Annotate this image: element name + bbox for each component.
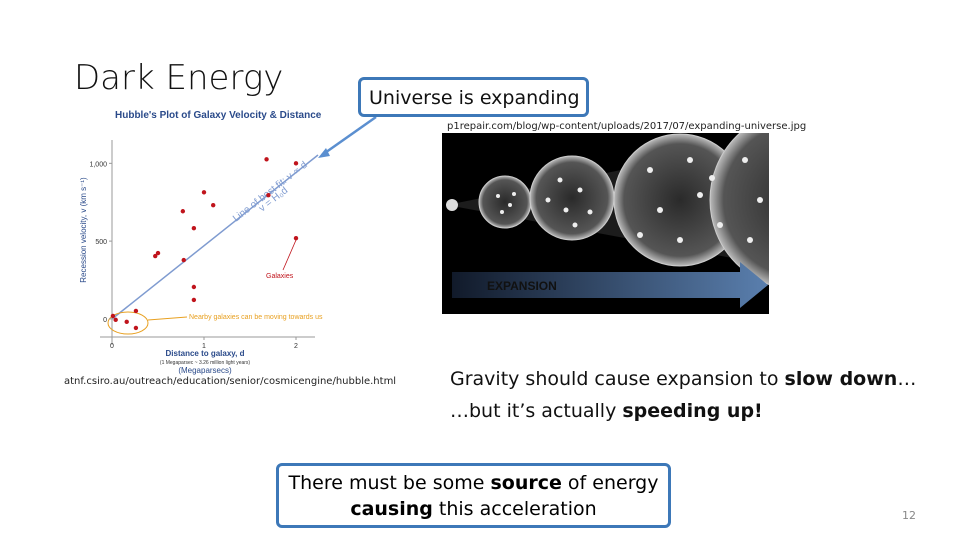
x-note: (1 Megaparsec ~ 3.26 million light years… <box>160 360 251 366</box>
fit-line <box>111 154 319 320</box>
image-url: p1repair.com/blog/wp-content/uploads/201… <box>447 121 807 132</box>
galaxy-point <box>211 202 216 208</box>
text: …but it’s actually <box>450 400 623 422</box>
conclusion-box: There must be some source of energy caus… <box>276 463 671 528</box>
text: of energy <box>561 472 659 494</box>
emphasis: speeding up! <box>622 400 763 422</box>
text: … <box>897 368 917 390</box>
galaxy-point <box>133 308 139 314</box>
annotation-line <box>282 239 297 271</box>
galaxy-point <box>191 297 197 303</box>
plot-title: Hubble's Plot of Galaxy Velocity & Dista… <box>115 110 322 121</box>
y-tick-label: 0 <box>103 317 107 324</box>
galaxy-point <box>264 157 269 162</box>
galaxy-point <box>293 235 299 241</box>
x-axis-label: Distance to galaxy, d <box>166 349 245 358</box>
galaxy-point <box>113 317 118 323</box>
bullet: Gravity should cause expansion to slow d… <box>450 368 916 390</box>
expansion-arrow <box>452 262 768 308</box>
galaxy-point <box>155 250 161 256</box>
emphasis: source <box>490 472 562 494</box>
galaxies-label: Galaxies <box>266 273 294 280</box>
x-tick-label: 0 <box>110 343 114 350</box>
galaxy-point <box>110 313 116 319</box>
hubble-plot: Hubble's Plot of Galaxy Velocity & Dista… <box>79 110 323 375</box>
y-axis-label: Recession velocity, v (km s⁻¹) <box>79 177 88 283</box>
x-axis-unit: (Megaparsecs) <box>178 366 232 375</box>
galaxy-point <box>180 209 186 214</box>
x-tick-label: 1 <box>202 343 206 350</box>
text: this acceleration <box>432 498 597 520</box>
callout-box: Universe is expanding <box>358 77 589 117</box>
galaxy-dots <box>496 157 763 243</box>
annotation-line <box>147 316 188 321</box>
text: Gravity should cause expansion to <box>450 368 785 390</box>
galaxy-point <box>124 319 129 325</box>
galaxy-point <box>133 325 139 331</box>
sphere <box>446 199 458 211</box>
sphere <box>709 133 769 285</box>
text: There must be some <box>288 472 491 494</box>
x-tick-label: 2 <box>294 343 298 350</box>
plot-url: atnf.csiro.au/outreach/education/senior/… <box>64 376 397 387</box>
galaxy-point <box>191 284 197 290</box>
slide-title: Dark Energy <box>74 58 284 98</box>
sphere <box>478 175 532 229</box>
galaxy-point <box>153 253 158 259</box>
emphasis: causing <box>350 498 433 520</box>
expansion-image: EXPANSION <box>442 133 769 314</box>
galaxy-point <box>266 193 271 198</box>
y-tick-label: 500 <box>95 239 107 246</box>
galaxy-point <box>201 190 207 195</box>
galaxy-point <box>181 257 186 263</box>
nearby-label: Nearby galaxies can be moving towards us <box>189 314 323 321</box>
callout-text: Universe is expanding <box>369 87 580 109</box>
galaxy-point <box>191 226 197 231</box>
fit-label: Line of best fit: v ∝ d <box>231 160 310 225</box>
y-tick-label: 1,000 <box>89 161 107 168</box>
emphasis: slow down <box>784 368 898 390</box>
sphere <box>529 155 615 241</box>
image-caption: EXPANSION <box>487 279 557 293</box>
callout-arrow <box>321 115 377 157</box>
bullet: …but it’s actually speeding up! <box>450 400 763 422</box>
page-number: 12 <box>902 509 916 522</box>
callout-arrowhead <box>318 148 330 158</box>
conclusion-text: There must be some source of energy caus… <box>279 470 668 522</box>
galaxy-point <box>293 161 299 166</box>
nearby-ellipse <box>107 311 149 335</box>
